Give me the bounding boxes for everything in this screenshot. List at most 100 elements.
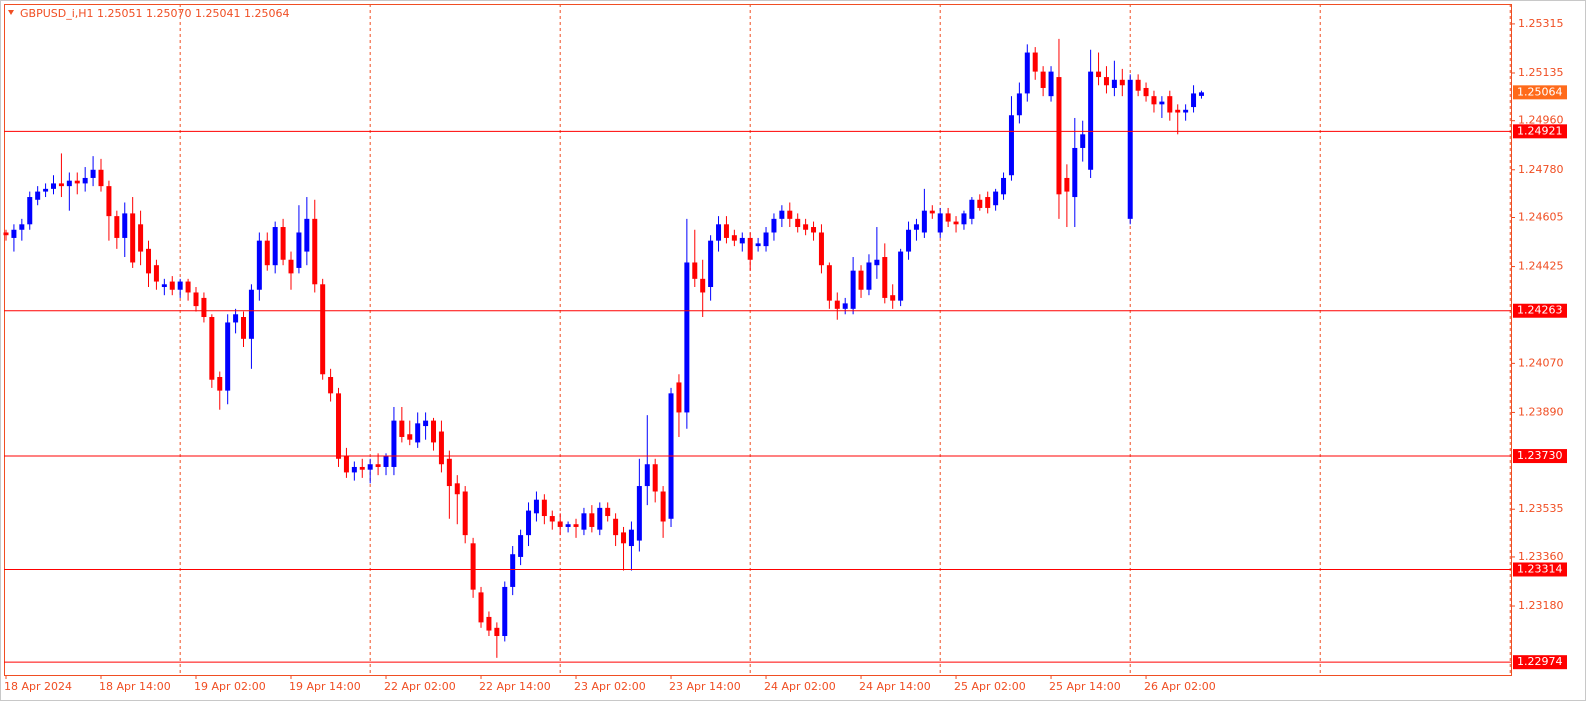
y-tick-label: 1.24070 [1518,356,1564,369]
candle-body [138,224,144,252]
x-tick-label: 18 Apr 14:00 [99,680,171,693]
y-tick-label: 1.23890 [1518,405,1564,418]
candle-body [1103,77,1109,86]
level-label: 1.22974 [1517,655,1563,668]
candle-body [731,235,737,241]
candle-body [803,224,809,230]
candle-body [153,265,159,282]
candle-body [510,554,516,587]
candle-body [1072,147,1078,198]
candle-body [692,262,698,279]
candle-body [676,382,682,413]
y-tick-label: 1.25315 [1518,17,1564,30]
candle-body [1001,177,1007,195]
candle-body [652,464,658,492]
candle-body [58,183,64,187]
candle-body [486,616,492,631]
candle-body [921,210,927,233]
candle-body [898,251,904,301]
candle-body [557,521,563,527]
candle-body [549,516,555,522]
candle-body [993,191,999,206]
candle-body [446,458,452,487]
candle-body [700,278,706,293]
candle-body [470,543,476,590]
x-tick-label: 24 Apr 02:00 [764,680,836,693]
candle-body [161,284,167,288]
x-tick-label: 19 Apr 02:00 [194,680,266,693]
level-label: 1.23730 [1517,449,1563,462]
candle-body [27,197,33,225]
candle-body [494,627,500,637]
candle-body [383,456,389,467]
candle-body [526,510,532,536]
candle-body [66,180,72,187]
candle-body [605,507,611,517]
candle-body [985,197,991,208]
y-tick-label: 1.24425 [1518,260,1564,273]
candle-body [961,213,967,225]
candle-body [1096,71,1102,78]
level-label: 1.23314 [1517,562,1563,575]
candle-body [217,376,223,391]
x-tick-label: 24 Apr 14:00 [859,680,931,693]
candle-body [969,199,975,219]
candle-body [818,232,824,266]
x-tick-label: 18 Apr 2024 [4,680,72,693]
candle-body [241,317,247,339]
candle-body [755,243,761,247]
candle-body [169,281,175,290]
level-label-box [1513,449,1567,464]
candle-body [834,300,840,309]
candle-body [573,524,579,527]
candle-body [628,529,634,547]
level-label-box [1513,655,1567,670]
candle-body [130,213,136,263]
candle-body [739,237,745,244]
candle-body [502,586,508,637]
candle-body [280,227,286,260]
x-tick-label: 23 Apr 14:00 [669,680,741,693]
candle-body [343,456,349,473]
candle-body [1143,87,1149,97]
candle-body [407,434,413,440]
candle-body [90,169,96,178]
candle-body [328,376,334,394]
last-price-box [1513,85,1567,100]
candle-body [953,221,959,225]
candle-body [264,240,270,266]
level-label: 1.24263 [1517,304,1563,317]
level-label-box [1513,562,1567,577]
header-arrow[interactable] [8,10,14,15]
candle-body [399,420,405,437]
y-tick-label: 1.24780 [1518,163,1564,176]
candle-body [636,486,642,541]
candle-body [375,464,381,467]
candle-body [533,499,539,514]
candle-body [478,592,484,623]
candle-body [367,464,373,470]
candle-body [684,262,690,413]
candle-body [937,213,943,233]
candle-body [613,518,619,536]
candle-body [462,491,468,536]
candle-body [660,491,666,522]
x-tick-label: 25 Apr 14:00 [1049,680,1121,693]
candle-body [771,218,777,233]
level-label-box [1513,303,1567,318]
candle-body [1135,79,1141,91]
candle-body [945,213,951,222]
candle-body [304,218,310,252]
candle-body [35,191,41,200]
candle-body [747,237,753,260]
candle-body [1167,96,1173,113]
candle-body [225,322,231,391]
candle-body [779,210,785,219]
candle-body [882,257,888,298]
candle-body [842,303,848,309]
candle-body [826,265,832,301]
y-tick-label: 1.23360 [1518,550,1564,563]
candle-body [866,262,872,290]
candle-body [351,466,357,473]
